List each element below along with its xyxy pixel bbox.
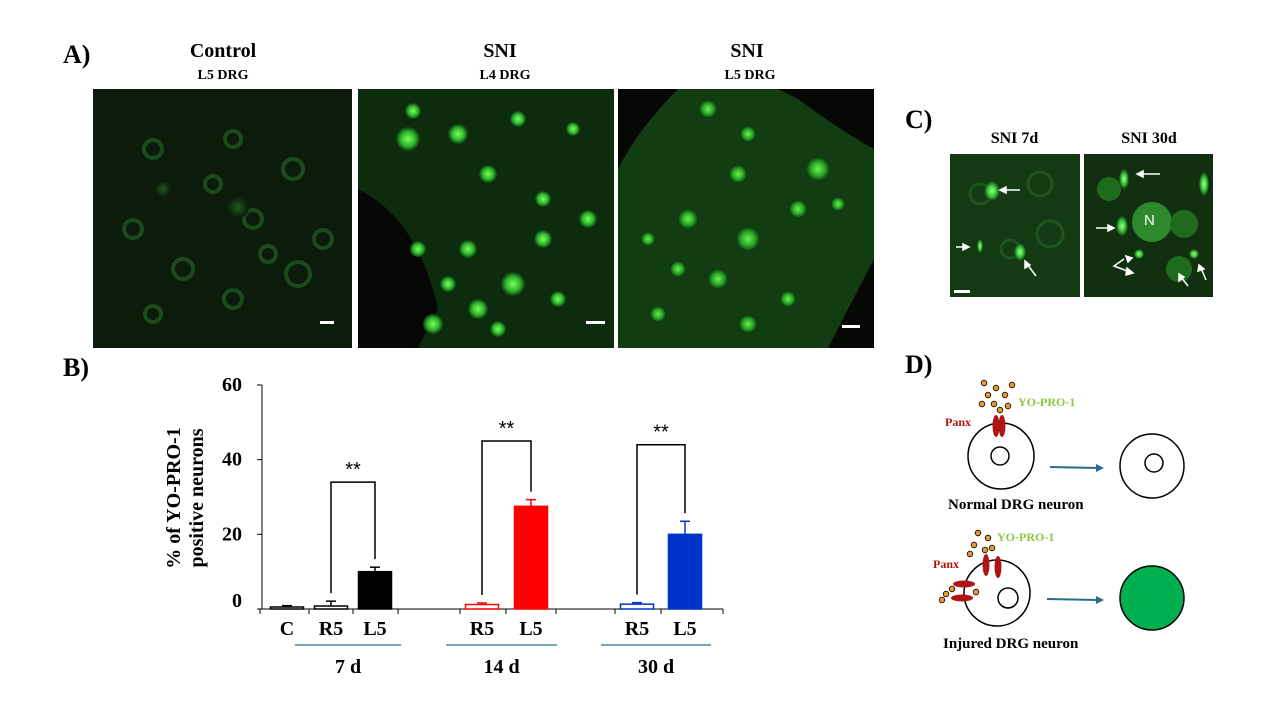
- y-axis-label: % of YO-PRO-1: [163, 427, 185, 568]
- bar: [513, 505, 549, 610]
- y-tick-label: 40: [222, 449, 242, 471]
- bar: [313, 605, 349, 610]
- scale-bar: [842, 325, 860, 328]
- arrow-icon: [1049, 466, 1099, 469]
- pannexin-channel: [998, 415, 1006, 437]
- micrograph-control-l5: [93, 89, 352, 348]
- scale-bar: [954, 290, 970, 293]
- caption-normal: Normal DRG neuron: [948, 497, 1084, 513]
- y-tick-label: 0: [232, 590, 242, 612]
- significance-label: **: [345, 459, 361, 481]
- category-label: L5: [673, 618, 696, 640]
- panel-c-title-2: SNI 30d: [1121, 130, 1177, 147]
- pannexin-channel: [992, 415, 1000, 437]
- significance-bracket: [481, 440, 532, 596]
- micrograph-sni-l4: [358, 89, 614, 348]
- injured-neuron-schematic: [938, 529, 1185, 631]
- category-label: R5: [319, 618, 343, 640]
- panel-a-letter: A): [63, 40, 91, 69]
- yo-pro-1-dye-particles: [978, 379, 1016, 414]
- scale-bar: [320, 321, 334, 324]
- panel-b-letter: B): [63, 353, 89, 382]
- bar: [619, 603, 655, 610]
- normal-neuron-nucleus: [990, 446, 1010, 466]
- panel-a-title-2: SNI: [483, 40, 517, 62]
- probe-label-normal: YO-PRO-1: [1018, 395, 1076, 409]
- panel-a-title-1: Control: [189, 40, 257, 62]
- schematic-diagram: [938, 379, 1185, 631]
- category-label: C: [280, 618, 294, 640]
- normal-neuron-schematic: [967, 379, 1185, 499]
- panel-a-subtitle-2: L4 DRG: [479, 68, 531, 83]
- group-label: 14 d: [483, 656, 519, 678]
- panel-d-letter: D): [905, 350, 933, 379]
- channel-label-injured: Panx: [933, 557, 960, 571]
- micrograph-sni-7d: [950, 154, 1080, 297]
- injured-neuron-result: [1119, 565, 1185, 631]
- y-axis-label: positive neurons: [186, 428, 208, 567]
- category-label: L5: [363, 618, 386, 640]
- group-label: 7 d: [335, 656, 361, 678]
- bar: [464, 603, 500, 610]
- category-label: R5: [625, 618, 649, 640]
- probe-label-injured: YO-PRO-1: [997, 530, 1055, 544]
- scale-bar: [586, 321, 605, 324]
- panel-c-letter: C): [905, 105, 933, 134]
- injured-neuron-nucleus: [997, 587, 1019, 609]
- significance-label: **: [499, 418, 515, 440]
- channel-label-normal: Panx: [945, 415, 972, 429]
- significance-bracket: [636, 443, 686, 595]
- micrograph-sni-30d: N: [1084, 154, 1213, 297]
- y-tick-label: 60: [222, 374, 242, 396]
- panel-c-title-1: SNI 7d: [990, 130, 1039, 147]
- panel-a-title-3: SNI: [730, 40, 764, 62]
- caption-injured: Injured DRG neuron: [943, 636, 1079, 652]
- arrow-icon: [1046, 598, 1099, 601]
- y-tick-label: 20: [222, 523, 242, 545]
- bar: [357, 570, 393, 610]
- micrograph-sni-l5: [618, 89, 874, 348]
- bar: [269, 606, 305, 610]
- group-label: 30 d: [638, 656, 674, 678]
- bar: [667, 533, 703, 610]
- significance-bracket: [330, 481, 376, 594]
- panel-a-subtitle-3: L5 DRG: [724, 68, 776, 83]
- nucleus-label: N: [1144, 212, 1155, 229]
- category-label: R5: [470, 618, 494, 640]
- panel-a-subtitle-1: L5 DRG: [197, 68, 249, 83]
- category-label: L5: [519, 618, 542, 640]
- bar-chart: 0 20 40 60 % of YO-PRO-1 positive neurons C R5 L…: [163, 374, 724, 678]
- significance-label: **: [653, 422, 669, 444]
